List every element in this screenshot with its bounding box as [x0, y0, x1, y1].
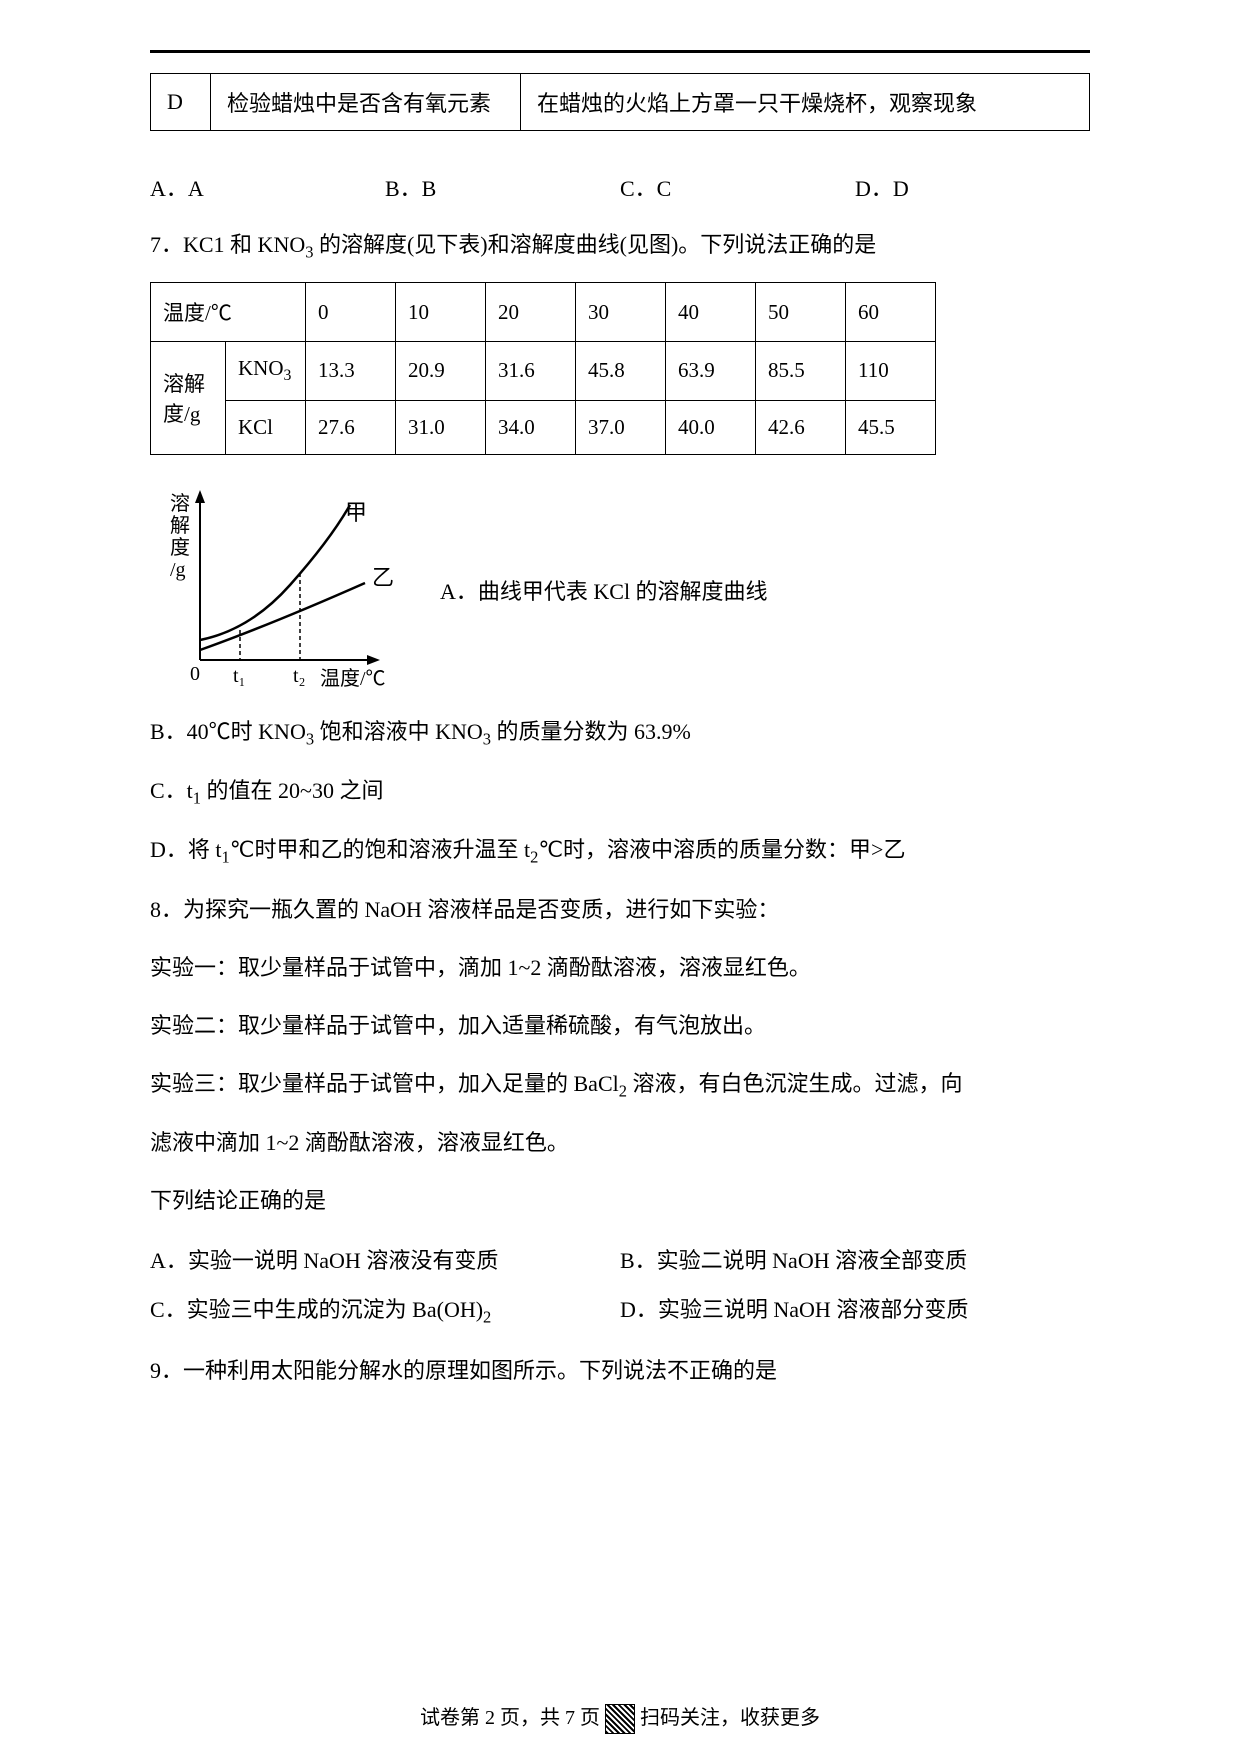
cell-compound: KCl — [226, 400, 306, 454]
cell: 40.0 — [666, 400, 756, 454]
cell-solubility-label: 溶解度/g — [151, 342, 226, 454]
curve-jia — [200, 505, 350, 640]
exp3-line2: 滤液中滴加 1~2 滴酚酞溶液，溶液显红色。 — [150, 1121, 1090, 1165]
tick-t1: t₁ — [233, 665, 246, 687]
page-footer: 试卷第 2 页，共 7 页 扫码关注，收获更多 — [0, 1701, 1240, 1734]
option-d-q7: D．将 t1℃时甲和乙的饱和溶液升温至 t2℃时，溶液中溶质的质量分数：甲>乙 — [150, 828, 1090, 873]
option-b-q8: B．实验二说明 NaOH 溶液全部变质 — [620, 1237, 1090, 1285]
answer-options-abcd: A．A B．B C．C D．D — [150, 171, 1090, 203]
cell-temp-label: 温度/℃ — [151, 283, 306, 342]
cell: 63.9 — [666, 342, 756, 400]
cell-method: 在蜡烛的火焰上方罩一只干燥烧杯，观察现象 — [521, 74, 1090, 131]
header-rule — [150, 50, 1090, 53]
qr-code-icon — [605, 1704, 635, 1734]
option-d: D．D — [855, 171, 1090, 203]
cell: 45.5 — [846, 400, 936, 454]
option-c: C．C — [620, 171, 855, 203]
cell: 27.6 — [306, 400, 396, 454]
solubility-chart: 溶解度/g 0 t₁ t₂ 温度/℃ 甲 乙 — [150, 485, 420, 695]
cell: 31.0 — [396, 400, 486, 454]
option-d-q8: D．实验三说明 NaOH 溶液部分变质 — [620, 1286, 1090, 1336]
cell-option: D — [151, 74, 211, 131]
option-b-q7: B．40℃时 KNO3 饱和溶液中 KNO3 的质量分数为 63.9% — [150, 710, 1090, 755]
cell: 85.5 — [756, 342, 846, 400]
cell: 31.6 — [486, 342, 576, 400]
cell-purpose: 检验蜡烛中是否含有氧元素 — [211, 74, 521, 131]
footer-page: 试卷第 2 页，共 7 页 — [420, 1707, 605, 1729]
cell: 45.8 — [576, 342, 666, 400]
table-row-kcl: KCl 27.6 31.0 34.0 37.0 40.0 42.6 45.5 — [151, 400, 936, 454]
x-label: 温度/℃ — [320, 667, 386, 690]
cell: 13.3 — [306, 342, 396, 400]
option-c-q8: C．实验三中生成的沉淀为 Ba(OH)2 — [150, 1286, 620, 1336]
origin-label: 0 — [190, 663, 200, 685]
experiment-table-row-d: D 检验蜡烛中是否含有氧元素 在蜡烛的火焰上方罩一只干燥烧杯，观察现象 — [150, 73, 1090, 131]
exp2: 实验二：取少量样品于试管中，加入适量稀硫酸，有气泡放出。 — [150, 1004, 1090, 1048]
footer-scan: 扫码关注，收获更多 — [640, 1707, 820, 1729]
cell: 30 — [576, 283, 666, 342]
q8-options: A．实验一说明 NaOH 溶液没有变质 B．实验二说明 NaOH 溶液全部变质 … — [150, 1237, 1090, 1335]
y-arrow-icon — [195, 490, 205, 503]
cell: 10 — [396, 283, 486, 342]
option-b: B．B — [385, 171, 620, 203]
question-7-stem: 7．KC1 和 KNO3 的溶解度(见下表)和溶解度曲线(见图)。下列说法正确的… — [150, 223, 1090, 268]
tick-t2: t₂ — [293, 665, 306, 687]
series-jia-label: 甲 — [345, 500, 367, 525]
y-label: 溶解度/g — [170, 492, 190, 581]
exp1: 实验一：取少量样品于试管中，滴加 1~2 滴酚酞溶液，溶液显红色。 — [150, 946, 1090, 990]
solubility-chart-row: 溶解度/g 0 t₁ t₂ 温度/℃ 甲 乙 A．曲线甲代表 KCl 的溶解度曲… — [150, 485, 1090, 695]
series-yi-label: 乙 — [372, 565, 394, 590]
cell: 37.0 — [576, 400, 666, 454]
cell: 42.6 — [756, 400, 846, 454]
cell: 20 — [486, 283, 576, 342]
question-8-stem: 8．为探究一瓶久置的 NaOH 溶液样品是否变质，进行如下实验： — [150, 888, 1090, 932]
cell: 20.9 — [396, 342, 486, 400]
table-row: D 检验蜡烛中是否含有氧元素 在蜡烛的火焰上方罩一只干燥烧杯，观察现象 — [151, 74, 1090, 131]
cell: 40 — [666, 283, 756, 342]
option-a: A．A — [150, 171, 385, 203]
table-row-kno3: 溶解度/g KNO3 13.3 20.9 31.6 45.8 63.9 85.5… — [151, 342, 936, 400]
exp3-line1: 实验三：取少量样品于试管中，加入足量的 BaCl2 溶液，有白色沉淀生成。过滤，… — [150, 1062, 1090, 1107]
cell-compound: KNO3 — [226, 342, 306, 400]
question-9-stem: 9．一种利用太阳能分解水的原理如图所示。下列说法不正确的是 — [150, 1349, 1090, 1393]
cell: 34.0 — [486, 400, 576, 454]
option-a-q8: A．实验一说明 NaOH 溶液没有变质 — [150, 1237, 620, 1285]
option-c-q7: C．t1 的值在 20~30 之间 — [150, 769, 1090, 814]
option-a-q7: A．曲线甲代表 KCl 的溶解度曲线 — [440, 574, 768, 606]
table-row-header: 温度/℃ 0 10 20 30 40 50 60 — [151, 283, 936, 342]
x-arrow-icon — [367, 655, 380, 665]
cell: 50 — [756, 283, 846, 342]
cell: 0 — [306, 283, 396, 342]
cell: 110 — [846, 342, 936, 400]
q8-conclusion: 下列结论正确的是 — [150, 1179, 1090, 1223]
cell: 60 — [846, 283, 936, 342]
solubility-table: 温度/℃ 0 10 20 30 40 50 60 溶解度/g KNO3 13.3… — [150, 282, 936, 454]
